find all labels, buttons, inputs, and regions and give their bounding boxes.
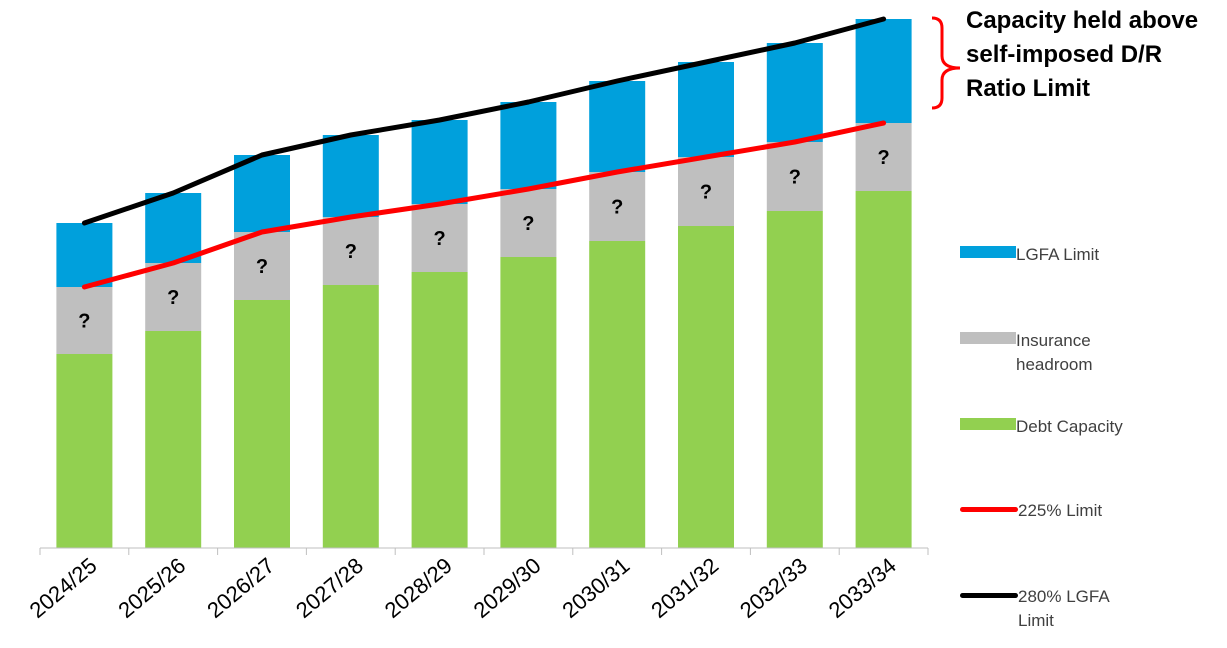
bar-lgfa-limit-2028-29 <box>411 120 468 204</box>
annotation-bracket <box>931 16 961 110</box>
bar-lgfa-limit-2031-32 <box>678 62 734 157</box>
line-280-lgfa-limit <box>81 16 887 226</box>
bar-layer: ?????????? <box>56 19 912 548</box>
bar-debt-capacity-2032-33 <box>766 211 823 548</box>
bar-insurance-headroom-2024-25 <box>56 287 113 354</box>
bar-debt-capacity-2033-34 <box>855 191 912 548</box>
x-tick-label-2030-31: 2030/31 <box>557 553 634 623</box>
bar-lgfa-limit-2027-28 <box>322 135 379 217</box>
x-tick-label-2033-34: 2033/34 <box>824 553 901 623</box>
bar-label-insurance-headroom-2028-29: ? <box>433 228 445 250</box>
annotation-bracket-path <box>931 16 961 110</box>
bar-label-insurance-headroom-2030-31: ? <box>611 197 623 219</box>
bar-insurance-headroom-2033-34 <box>855 123 912 191</box>
bar-label-insurance-headroom-2032-33: ? <box>789 167 801 189</box>
legend-swatch-225-limit <box>960 507 1018 512</box>
legend-item-insurance-headroom: Insurance headroom <box>960 329 1146 377</box>
bar-label-insurance-headroom-2025-26: ? <box>167 287 179 309</box>
bar-label-insurance-headroom-2026-27: ? <box>256 256 268 278</box>
legend-item-225-limit: 225% Limit <box>960 499 1148 523</box>
x-tick-label-2026-27: 2026/27 <box>202 553 279 623</box>
bar-lgfa-limit-2030-31 <box>589 81 646 172</box>
legend: LGFA Limit Insurance headroom Debt Capac… <box>960 0 1227 648</box>
x-tick-label-2028-29: 2028/29 <box>380 553 457 623</box>
legend-swatch-insurance-headroom <box>960 332 1016 344</box>
legend-swatch-debt-capacity <box>960 418 1016 430</box>
x-tick-label-2024-25: 2024/25 <box>25 553 102 623</box>
bar-lgfa-limit-2026-27 <box>234 155 290 232</box>
bar-insurance-headroom-2026-27 <box>234 232 290 300</box>
bar-insurance-headroom-2028-29 <box>411 204 468 272</box>
legend-item-debt-capacity: Debt Capacity <box>960 415 1146 439</box>
bar-debt-capacity-2030-31 <box>589 241 646 548</box>
bar-lgfa-limit-2024-25 <box>56 223 113 287</box>
bar-insurance-headroom-2029-30 <box>500 189 557 257</box>
bar-lgfa-limit-2025-26 <box>145 193 202 263</box>
bar-debt-capacity-2031-32 <box>678 226 734 548</box>
bar-label-insurance-headroom-2031-32: ? <box>700 182 712 204</box>
legend-swatch-280-lgfa-limit <box>960 593 1018 598</box>
bar-debt-capacity-2028-29 <box>411 272 468 548</box>
bar-debt-capacity-2027-28 <box>322 285 379 548</box>
bar-debt-capacity-2026-27 <box>234 300 290 548</box>
legend-label-debt-capacity: Debt Capacity <box>1016 417 1123 436</box>
chart-area: ?????????? 2024/25 2025/26 2026/27 2027/28 2… <box>25 16 929 623</box>
bar-debt-capacity-2029-30 <box>500 257 557 548</box>
legend-item-lgfa-limit: LGFA Limit <box>960 243 1146 267</box>
x-tick-label-2032-33: 2032/33 <box>735 553 812 623</box>
bar-lgfa-limit-2032-33 <box>766 43 823 142</box>
legend-label-280-lgfa-limit: 280% LGFA Limit <box>1018 587 1109 630</box>
legend-label-225-limit: 225% Limit <box>1018 501 1103 520</box>
legend-label-lgfa-limit: LGFA Limit <box>1016 245 1100 264</box>
bar-label-insurance-headroom-2027-28: ? <box>345 241 357 263</box>
bar-insurance-headroom-2031-32 <box>678 157 734 226</box>
bar-debt-capacity-2024-25 <box>56 354 113 548</box>
bar-insurance-headroom-2030-31 <box>589 172 646 241</box>
bar-lgfa-limit-2029-30 <box>500 102 557 189</box>
x-tick-label-2025-26: 2025/26 <box>113 553 190 623</box>
legend-swatch-lgfa-limit <box>960 246 1016 258</box>
bar-label-insurance-headroom-2033-34: ? <box>877 147 889 169</box>
x-tick-label-2027-28: 2027/28 <box>291 553 368 623</box>
bar-debt-capacity-2025-26 <box>145 331 202 548</box>
bar-insurance-headroom-2025-26 <box>145 263 202 331</box>
legend-item-280-lgfa-limit: 280% LGFA Limit <box>960 585 1148 633</box>
x-axis: 2024/25 2025/26 2026/27 2027/28 2028/29 2029/… <box>25 547 929 623</box>
x-tick-label-2029-30: 2029/30 <box>469 553 546 623</box>
x-tick-label-2031-32: 2031/32 <box>646 553 723 623</box>
line-layer <box>81 16 887 290</box>
legend-label-insurance-headroom: Insurance headroom <box>1016 331 1093 374</box>
bar-label-insurance-headroom-2024-25: ? <box>78 311 90 333</box>
bar-insurance-headroom-2032-33 <box>766 142 823 211</box>
bar-label-insurance-headroom-2029-30: ? <box>522 213 534 235</box>
bar-insurance-headroom-2027-28 <box>322 217 379 285</box>
bar-lgfa-limit-2033-34 <box>855 19 912 123</box>
annotation-text: Capacity held above self-imposed D/R Rat… <box>966 7 1199 102</box>
line-225-limit <box>81 120 887 290</box>
